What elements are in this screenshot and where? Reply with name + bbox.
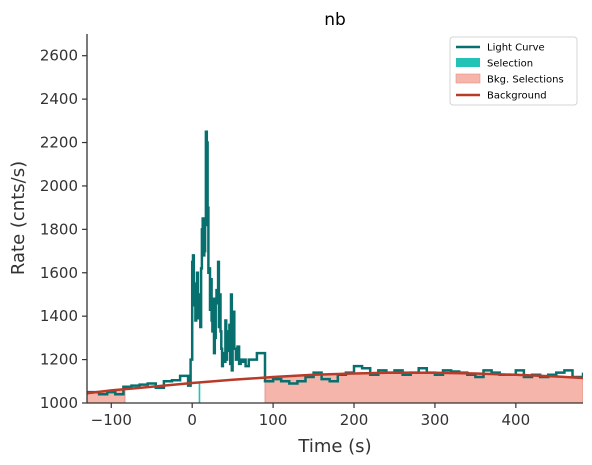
legend-entry-background: Background <box>456 91 547 102</box>
y-ticks: 1000 1200 1400 1600 1800 2000 2200 2400 2600 <box>40 47 87 412</box>
legend-entry-bkg-selections: Bkg. Selections <box>455 73 564 86</box>
y-axis-label: Rate (cnts/s) <box>8 161 29 275</box>
legend-label-bkg-selections: Bkg. Selections <box>487 75 564 86</box>
y-tick-label: 2000 <box>40 177 78 195</box>
selection-region <box>198 382 201 403</box>
legend-swatch-bkg-selections <box>455 73 481 84</box>
legend-label-background: Background <box>487 91 547 102</box>
legend-swatch-selection <box>456 58 480 67</box>
y-tick-label: 1400 <box>40 307 78 325</box>
legend-entry-light-curve: Light Curve <box>456 43 545 54</box>
chart-title: nb <box>324 10 346 30</box>
x-tick-label: −100 <box>91 411 132 429</box>
legend-entry-selection: Selection <box>456 58 533 70</box>
background-series <box>87 371 583 395</box>
x-ticks: −100 0 100 200 300 400 <box>91 403 530 429</box>
x-tick-label: 100 <box>259 411 288 429</box>
y-tick-label: 2600 <box>40 47 78 65</box>
legend-label-selection: Selection <box>487 59 533 70</box>
x-tick-label: 200 <box>340 411 369 429</box>
selection-layer <box>198 382 201 403</box>
y-tick-label: 1600 <box>40 264 78 282</box>
y-tick-label: 2400 <box>40 90 78 108</box>
light-curve-series <box>87 130 583 396</box>
y-tick-label: 2200 <box>40 134 78 152</box>
legend: Light Curve Selection Bkg. Selections Ba… <box>449 36 578 106</box>
legend-label-light-curve: Light Curve <box>487 43 545 54</box>
x-tick-label: 300 <box>421 411 450 429</box>
y-tick-label: 1000 <box>40 394 78 412</box>
x-axis-label: Time (s) <box>297 436 371 457</box>
y-tick-label: 1800 <box>40 220 78 238</box>
x-tick-label: 0 <box>187 411 197 429</box>
y-tick-label: 1200 <box>40 351 78 369</box>
x-tick-label: 400 <box>502 411 531 429</box>
plot-area <box>87 130 583 403</box>
legend-frame <box>449 36 578 106</box>
